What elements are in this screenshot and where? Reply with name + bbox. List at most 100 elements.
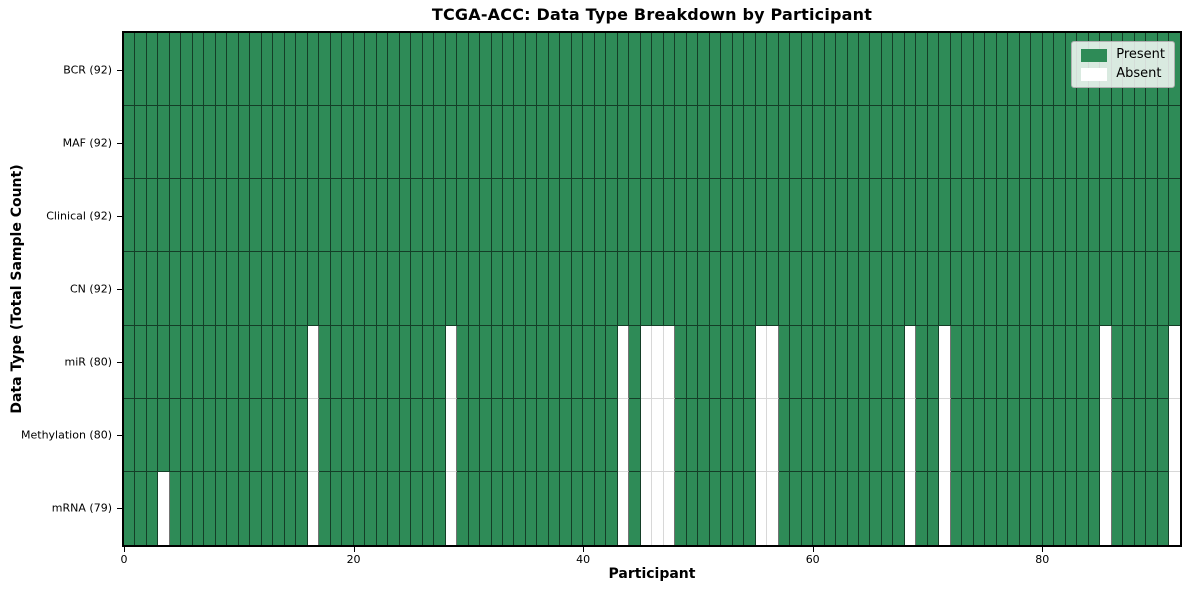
cell xyxy=(434,325,446,399)
cell xyxy=(847,471,859,545)
cell xyxy=(525,252,538,326)
cell xyxy=(629,252,641,326)
cell xyxy=(158,325,170,399)
cell xyxy=(146,33,159,107)
cell xyxy=(1146,325,1158,399)
cell xyxy=(790,471,802,545)
cell xyxy=(319,471,331,545)
cell xyxy=(709,252,722,326)
cell xyxy=(411,33,423,107)
cell xyxy=(640,471,653,545)
cell xyxy=(146,179,159,253)
x-tick-label: 80 xyxy=(1035,553,1050,566)
cell xyxy=(629,179,641,253)
cell xyxy=(284,179,297,253)
cell xyxy=(836,398,848,472)
cell xyxy=(663,398,676,472)
cell xyxy=(548,471,561,545)
cell xyxy=(227,252,239,326)
cell xyxy=(1008,471,1020,545)
cell xyxy=(904,179,917,253)
cell xyxy=(571,33,584,107)
cell xyxy=(491,179,503,253)
cell xyxy=(617,325,630,399)
cell xyxy=(617,179,630,253)
cell xyxy=(686,106,699,180)
cell xyxy=(1169,398,1180,472)
cell xyxy=(950,179,963,253)
cell xyxy=(537,398,549,472)
x-axis-label: Participant xyxy=(608,566,696,582)
cell xyxy=(950,325,963,399)
cell xyxy=(571,179,584,253)
cell xyxy=(904,106,917,180)
cell xyxy=(376,33,389,107)
cell xyxy=(836,106,848,180)
cell xyxy=(1008,398,1020,472)
cell xyxy=(629,398,641,472)
cell xyxy=(1100,106,1112,180)
x-tick-label: 0 xyxy=(120,553,128,566)
cell xyxy=(778,398,791,472)
cell xyxy=(296,179,308,253)
cell xyxy=(755,325,768,399)
cell xyxy=(365,471,377,545)
cell xyxy=(560,398,572,472)
cell xyxy=(755,106,768,180)
cell xyxy=(250,398,262,472)
cell xyxy=(617,252,630,326)
cell xyxy=(158,471,170,545)
cell xyxy=(744,179,756,253)
cell xyxy=(1146,106,1158,180)
cell xyxy=(342,398,354,472)
cell xyxy=(525,325,538,399)
cell xyxy=(560,179,572,253)
cell xyxy=(445,471,458,545)
cell xyxy=(939,471,951,545)
cell xyxy=(1008,33,1020,107)
cell xyxy=(1077,325,1089,399)
cell xyxy=(939,33,951,107)
cell xyxy=(422,106,435,180)
cell xyxy=(422,471,435,545)
cell xyxy=(893,106,905,180)
cell xyxy=(376,179,389,253)
cell xyxy=(1123,398,1135,472)
y-axis-ticks: BCR (92) MAF (92) Clinical (92) CN (92) miR … xyxy=(0,33,122,545)
heatmap-row-Methylation xyxy=(124,398,1180,472)
cell xyxy=(250,179,262,253)
cell xyxy=(192,33,205,107)
cell xyxy=(594,33,607,107)
cell xyxy=(1054,471,1066,545)
cell xyxy=(721,179,733,253)
cell xyxy=(261,252,274,326)
cell xyxy=(1157,106,1170,180)
cell xyxy=(732,106,745,180)
cell xyxy=(881,106,894,180)
cell xyxy=(342,325,354,399)
cell xyxy=(698,471,710,545)
cell xyxy=(502,471,515,545)
cell xyxy=(996,325,1009,399)
cell xyxy=(388,33,400,107)
cell xyxy=(721,252,733,326)
cell xyxy=(124,33,136,107)
cell xyxy=(1042,398,1055,472)
cell xyxy=(962,398,974,472)
cell xyxy=(1054,33,1066,107)
cell xyxy=(330,179,343,253)
cell xyxy=(686,398,699,472)
cell xyxy=(227,106,239,180)
cell xyxy=(813,471,825,545)
cell xyxy=(238,471,251,545)
cell xyxy=(204,252,216,326)
cell xyxy=(1008,179,1020,253)
cell xyxy=(606,325,618,399)
legend-label-absent: Absent xyxy=(1116,66,1162,81)
legend-entry-absent: Absent xyxy=(1081,67,1165,81)
cell xyxy=(422,252,435,326)
cell xyxy=(859,106,871,180)
cell xyxy=(353,325,366,399)
cell xyxy=(445,106,458,180)
cell xyxy=(583,325,595,399)
